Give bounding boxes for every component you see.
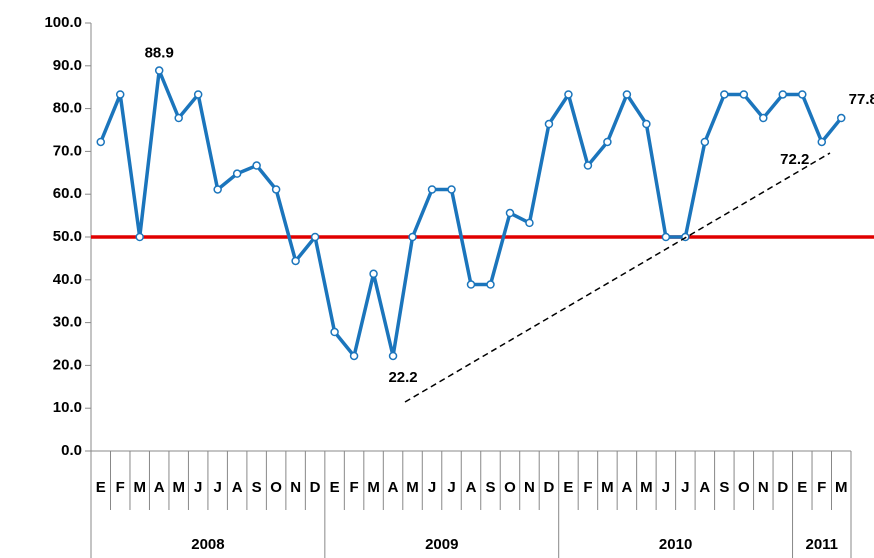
- year-label: 2010: [659, 536, 692, 553]
- data-point: [505, 208, 515, 218]
- data-point: [232, 169, 242, 178]
- x-tick-label: J: [213, 479, 221, 496]
- x-tick-label: J: [194, 479, 202, 496]
- data-point: [135, 232, 144, 242]
- y-tick-label: 40.0: [53, 271, 82, 288]
- data-point: [427, 185, 437, 194]
- data-point: [310, 232, 320, 242]
- x-tick-label: E: [330, 479, 340, 496]
- data-point: [544, 119, 554, 129]
- x-tick-label: M: [406, 479, 419, 496]
- data-point: [739, 90, 749, 99]
- data-point: [154, 66, 164, 75]
- data-point: [388, 351, 398, 361]
- x-tick-label: M: [367, 479, 380, 496]
- data-point: [720, 90, 729, 99]
- x-tick-label: A: [621, 479, 632, 496]
- data-point: [622, 90, 632, 99]
- data-point: [252, 161, 261, 170]
- x-tick-label: A: [699, 479, 710, 496]
- x-tick-label: M: [601, 479, 614, 496]
- data-point: [408, 232, 417, 242]
- x-tick-label: S: [719, 479, 729, 496]
- x-tick-label: O: [738, 479, 750, 496]
- y-tick-label: 30.0: [53, 314, 82, 331]
- data-point: [96, 137, 105, 147]
- data-point: [778, 90, 788, 99]
- data-point: [291, 256, 300, 266]
- x-tick-label: J: [428, 479, 436, 496]
- x-tick-label: M: [640, 479, 653, 496]
- y-tick-label: 90.0: [53, 57, 82, 74]
- data-point: [700, 137, 710, 147]
- y-tick-label: 20.0: [53, 356, 82, 373]
- y-tick-label: 60.0: [53, 185, 82, 202]
- data-point: [193, 90, 203, 99]
- data-point: [837, 113, 846, 123]
- x-tick-label: M: [835, 479, 848, 496]
- data-point: [349, 351, 359, 361]
- data-point: [213, 185, 222, 194]
- y-tick-label: 10.0: [53, 399, 82, 416]
- x-tick-label: F: [349, 479, 358, 496]
- x-tick-label: J: [447, 479, 455, 496]
- data-line: [99, 68, 843, 358]
- x-tick-label: S: [252, 479, 262, 496]
- x-tick-label: M: [133, 479, 146, 496]
- trend-line: [404, 152, 831, 403]
- data-point: [798, 90, 807, 99]
- y-tick-label: 80.0: [53, 100, 82, 117]
- x-tick-label: O: [504, 479, 516, 496]
- x-tick-label: E: [563, 479, 573, 496]
- x-tick-label: A: [232, 479, 243, 496]
- data-point: [642, 119, 651, 129]
- data-point: [759, 113, 768, 123]
- x-tick-label: J: [662, 479, 670, 496]
- x-tick-label: F: [817, 479, 826, 496]
- y-tick-label: 100.0: [44, 14, 82, 31]
- data-label: 77.8: [849, 91, 874, 108]
- data-point: [661, 232, 671, 242]
- data-label: 22.2: [388, 369, 417, 386]
- y-tick-label: 0.0: [61, 442, 82, 459]
- data-label: 72.2: [780, 151, 809, 168]
- x-tick-label: A: [388, 479, 399, 496]
- data-label: 88.9: [145, 44, 174, 61]
- x-tick-label: F: [116, 479, 125, 496]
- data-point: [603, 137, 612, 147]
- x-tick-label: A: [154, 479, 165, 496]
- y-tick-label: 70.0: [53, 142, 82, 159]
- data-point: [115, 90, 125, 99]
- data-point: [486, 280, 495, 289]
- year-label: 2011: [805, 536, 838, 553]
- data-point: [369, 269, 378, 279]
- data-point: [271, 185, 281, 194]
- x-tick-label: M: [172, 479, 185, 496]
- year-label: 2009: [425, 536, 458, 553]
- data-point: [525, 218, 534, 228]
- data-point: [817, 137, 827, 147]
- data-point: [583, 161, 593, 170]
- data-point: [564, 90, 573, 99]
- x-tick-label: O: [270, 479, 282, 496]
- x-tick-label: D: [310, 479, 321, 496]
- y-tick-label: 50.0: [53, 228, 82, 245]
- year-label: 2008: [191, 536, 224, 553]
- x-tick-label: E: [797, 479, 807, 496]
- data-point: [447, 185, 456, 194]
- x-tick-label: N: [758, 479, 769, 496]
- data-point: [174, 113, 183, 123]
- x-tick-label: S: [485, 479, 495, 496]
- x-tick-label: F: [583, 479, 592, 496]
- x-tick-label: N: [524, 479, 535, 496]
- x-tick-label: D: [544, 479, 555, 496]
- x-tick-label: D: [777, 479, 788, 496]
- data-point: [466, 280, 476, 289]
- data-point: [330, 327, 339, 337]
- x-tick-label: A: [466, 479, 477, 496]
- x-tick-label: J: [681, 479, 689, 496]
- x-tick-label: N: [290, 479, 301, 496]
- x-tick-label: E: [96, 479, 106, 496]
